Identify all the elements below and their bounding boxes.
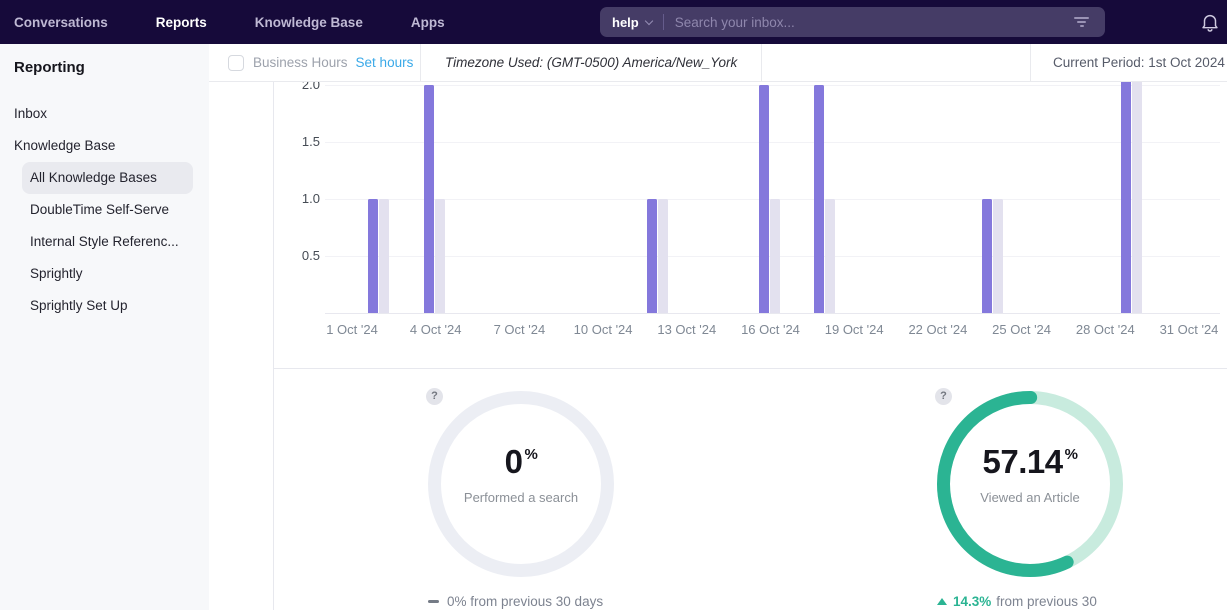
nav-item-knowledge-base[interactable]: Knowledge Base	[254, 14, 363, 30]
donut-chart-viewed-an-article	[937, 391, 1123, 577]
trend-text: 0% from previous 30 days	[447, 594, 604, 609]
sidebar-item-knowledge-base[interactable]: Knowledge Base	[14, 138, 116, 153]
search-divider	[662, 14, 664, 30]
x-tick-label: 22 Oct '24	[908, 322, 968, 337]
trend-row: 14.3% from previous 30	[937, 594, 1097, 609]
trend-value: 14.3%	[953, 594, 992, 609]
bar-previous-day-16[interactable]	[769, 199, 780, 313]
timezone-label: Timezone Used: (GMT-0500) America/New_Yo…	[421, 44, 763, 81]
sidebar-item-doubletime-self-serve[interactable]: DoubleTime Self-Serve	[30, 202, 170, 217]
knowledge-base-bar-chart: 0.5 1.0 1.5 2.0 1 Oct '24 4 Oct '24 7 Oct '24 1…	[209, 82, 1227, 368]
card-left-border	[273, 82, 274, 368]
flat-trend-icon	[428, 600, 439, 603]
nav-item-reports[interactable]: Reports	[155, 14, 207, 30]
sidebar-item-sprightly[interactable]: Sprightly	[30, 266, 83, 281]
sidebar-title: Reporting	[14, 59, 85, 76]
bar-current-day-24[interactable]	[981, 199, 992, 313]
search-scope-dropdown[interactable]: help	[612, 14, 653, 30]
x-tick-label: 28 Oct '24	[1075, 322, 1135, 337]
y-tick-label: 0.5	[301, 248, 320, 263]
business-hours-cell: Business Hours Set hours	[209, 44, 421, 81]
metric-viewed-an-article: ? 57.14% Viewed an Article 14.3% from pr…	[935, 388, 1123, 609]
sidebar-item-all-knowledge-bases[interactable]: All Knowledge Bases	[22, 162, 193, 194]
bar-chart-plot: 0.5 1.0 1.5 2.0 1 Oct '24 4 Oct '24 7 Oct '24 1…	[209, 82, 1227, 368]
bar-previous-day-29[interactable]	[1132, 82, 1143, 313]
metrics-section: ? 0% Performed a search 0% from previous…	[209, 368, 1227, 610]
reporting-sidebar: Reporting Inbox Knowledge Base All Knowled…	[0, 44, 209, 610]
x-tick-label: 31 Oct '24	[1159, 322, 1219, 337]
bell-icon[interactable]	[1199, 11, 1221, 33]
x-tick-label: 4 Oct '24	[409, 322, 462, 337]
filter-lines-icon[interactable]	[1070, 13, 1093, 31]
bar-previous-day-12[interactable]	[657, 199, 668, 313]
inbox-search-box[interactable]: help	[600, 7, 1105, 37]
section-divider	[273, 368, 1227, 369]
current-period-label: Current Period: 1st Oct 2024 -	[1030, 44, 1227, 81]
donut-chart-performed-a-search	[428, 391, 614, 577]
y-tick-label: 1.0	[301, 191, 320, 206]
help-icon[interactable]: ?	[935, 388, 952, 405]
bar-current-day-2[interactable]	[367, 199, 378, 313]
search-input[interactable]	[674, 14, 1070, 30]
bar-current-day-18[interactable]	[814, 85, 825, 313]
y-tick-label: 1.5	[301, 134, 320, 149]
business-hours-checkbox[interactable]	[228, 54, 244, 71]
bar-previous-day-2[interactable]	[378, 199, 389, 313]
bar-current-day-4[interactable]	[423, 85, 434, 313]
business-hours-label: Business Hours	[253, 55, 348, 70]
sidebar-item-internal-style-referenc[interactable]: Internal Style Referenc...	[30, 234, 179, 249]
set-hours-link[interactable]: Set hours	[355, 55, 414, 70]
bar-previous-day-18[interactable]	[825, 199, 836, 313]
x-axis-line	[325, 313, 1220, 314]
gridline-y-1.5	[325, 142, 1220, 143]
toolbar-spacer	[762, 44, 1030, 81]
x-tick-label: 10 Oct '24	[573, 322, 633, 337]
up-trend-icon	[937, 598, 947, 605]
bar-previous-day-4[interactable]	[434, 199, 445, 313]
x-tick-label: 7 Oct '24	[493, 322, 546, 337]
bar-current-day-16[interactable]	[758, 85, 769, 313]
nav-item-conversations[interactable]: Conversations	[14, 14, 108, 30]
y-tick-label: 2.0	[301, 82, 320, 92]
bar-current-day-29[interactable]	[1121, 82, 1132, 313]
help-icon[interactable]: ?	[426, 388, 443, 405]
bar-previous-day-24[interactable]	[992, 199, 1003, 313]
x-tick-label: 25 Oct '24	[992, 322, 1052, 337]
sidebar-item-sprightly-set-up[interactable]: Sprightly Set Up	[30, 298, 128, 313]
metric-performed-a-search: ? 0% Performed a search 0% from previous…	[426, 388, 614, 609]
bar-current-day-12[interactable]	[646, 199, 657, 313]
gridline-y-2	[325, 85, 1220, 86]
trend-row: 0% from previous 30 days	[428, 594, 603, 609]
sidebar-item-inbox[interactable]: Inbox	[14, 106, 48, 121]
top-nav-bar: Conversations Reports Knowledge Base Apps h…	[0, 0, 1227, 44]
report-toolbar: Business Hours Set hours Timezone Used: …	[209, 44, 1227, 82]
trend-text: from previous 30	[996, 594, 1097, 609]
x-tick-label: 1 Oct '24	[326, 322, 378, 337]
x-tick-label: 13 Oct '24	[657, 322, 717, 337]
top-nav-items: Conversations Reports Knowledge Base Apps	[0, 15, 493, 30]
x-tick-label: 19 Oct '24	[824, 322, 884, 337]
sidebar-items: Inbox Knowledge Base All Knowledge Bases Do…	[0, 98, 209, 322]
chevron-down-icon	[644, 16, 653, 25]
x-tick-label: 16 Oct '24	[741, 322, 800, 337]
report-main: Business Hours Set hours Timezone Used: …	[209, 44, 1227, 610]
search-scope-label: help	[612, 14, 639, 30]
card-left-border	[273, 368, 274, 610]
nav-item-apps[interactable]: Apps	[410, 14, 445, 30]
